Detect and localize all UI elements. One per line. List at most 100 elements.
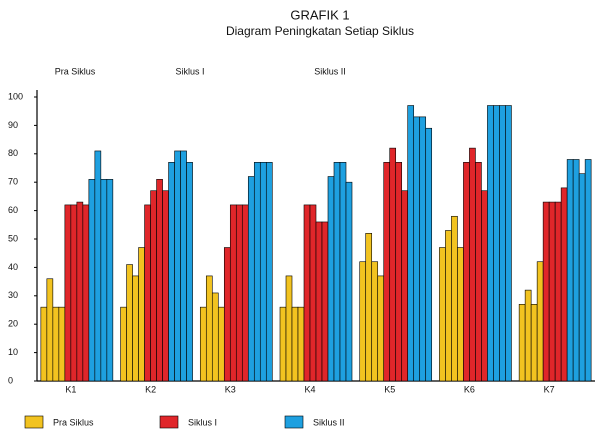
- bar: [285, 275, 293, 382]
- annotation: Siklus I: [175, 66, 204, 76]
- bar: [58, 306, 66, 382]
- bar: [217, 306, 225, 382]
- bar: [457, 247, 464, 382]
- bar: [542, 201, 550, 382]
- bar: [383, 162, 391, 382]
- bar: [572, 159, 580, 382]
- bar: [425, 127, 433, 382]
- bar: [493, 105, 500, 382]
- bar: [469, 147, 476, 382]
- bar: [168, 162, 175, 382]
- annotation: Pra Siklus: [55, 66, 96, 76]
- legend-label: Siklus I: [188, 417, 217, 427]
- bar: [309, 204, 317, 382]
- bar: [199, 306, 207, 382]
- bar: [327, 176, 335, 382]
- bar: [88, 179, 96, 382]
- bar: [475, 162, 482, 382]
- y-tick-label: 60: [8, 205, 18, 215]
- bar: [536, 261, 544, 382]
- bar: [100, 179, 108, 382]
- y-tick-label: 70: [8, 177, 18, 187]
- bar: [211, 292, 219, 382]
- bar: [315, 221, 323, 382]
- legend-label: Pra Siklus: [53, 417, 94, 427]
- bar: [235, 204, 243, 382]
- bar: [578, 173, 586, 382]
- bar: [359, 261, 367, 382]
- bar: [560, 187, 568, 382]
- bar: [481, 190, 488, 382]
- y-tick-label: 20: [8, 319, 18, 329]
- y-tick-label: 0: [8, 375, 13, 385]
- bar: [499, 105, 506, 382]
- annotation: Siklus II: [314, 66, 346, 76]
- bar: [291, 306, 299, 382]
- bar: [106, 179, 114, 382]
- bar: [339, 162, 347, 382]
- y-tick-label: 100: [8, 91, 23, 101]
- x-tick-label: K1: [65, 384, 76, 394]
- bar: [345, 181, 353, 382]
- bar: [120, 306, 127, 382]
- bar: [365, 233, 373, 382]
- bar: [229, 204, 237, 382]
- bar: [584, 159, 592, 382]
- bar: [186, 162, 193, 382]
- bar: [530, 304, 538, 382]
- bar: [487, 105, 494, 382]
- bar: [247, 176, 255, 382]
- legend-swatch: [24, 415, 44, 429]
- y-tick-label: 90: [8, 120, 18, 130]
- x-tick-label: K5: [384, 384, 395, 394]
- bar: [132, 275, 139, 382]
- legend-label: Siklus II: [313, 417, 345, 427]
- bar: [241, 204, 249, 382]
- bar: [64, 204, 72, 382]
- bar: [138, 247, 145, 382]
- bar: [566, 159, 574, 382]
- bar: [303, 204, 311, 382]
- bar: [395, 162, 403, 382]
- x-tick-label: K7: [544, 384, 555, 394]
- bar: [321, 221, 329, 382]
- bar: [150, 190, 157, 382]
- bar: [76, 201, 84, 382]
- bar: [70, 204, 78, 382]
- bar: [463, 162, 470, 382]
- bar: [180, 150, 187, 382]
- bar: [126, 264, 133, 382]
- bar: [259, 162, 267, 382]
- bar: [524, 289, 532, 382]
- x-tick-label: K3: [225, 384, 236, 394]
- y-tick-label: 40: [8, 262, 18, 272]
- bar: [333, 162, 341, 382]
- bar: [174, 150, 181, 382]
- bar: [223, 247, 231, 382]
- chart-subtitle: Diagram Peningkatan Setiap Siklus: [226, 24, 414, 38]
- bar: [548, 201, 556, 382]
- bar: [554, 201, 562, 382]
- bar: [407, 105, 415, 382]
- bar: [46, 278, 54, 382]
- x-tick-label: K6: [464, 384, 475, 394]
- bar: [40, 306, 48, 382]
- bar: [419, 116, 427, 382]
- bar: [451, 215, 458, 382]
- y-tick-label: 80: [8, 148, 18, 158]
- bar: [389, 147, 397, 382]
- bar: [156, 179, 163, 382]
- bar: [94, 150, 102, 382]
- legend-swatch: [159, 415, 179, 429]
- bar: [265, 162, 273, 382]
- bar: [82, 204, 90, 382]
- bar: [279, 306, 287, 382]
- chart-title: GRAFIK 1: [290, 7, 349, 22]
- bar: [162, 190, 169, 382]
- bar: [377, 275, 385, 382]
- bar: [52, 306, 60, 382]
- x-tick-label: K4: [304, 384, 315, 394]
- y-tick-label: 10: [8, 347, 18, 357]
- bar: [505, 105, 512, 382]
- x-tick-label: K2: [145, 384, 156, 394]
